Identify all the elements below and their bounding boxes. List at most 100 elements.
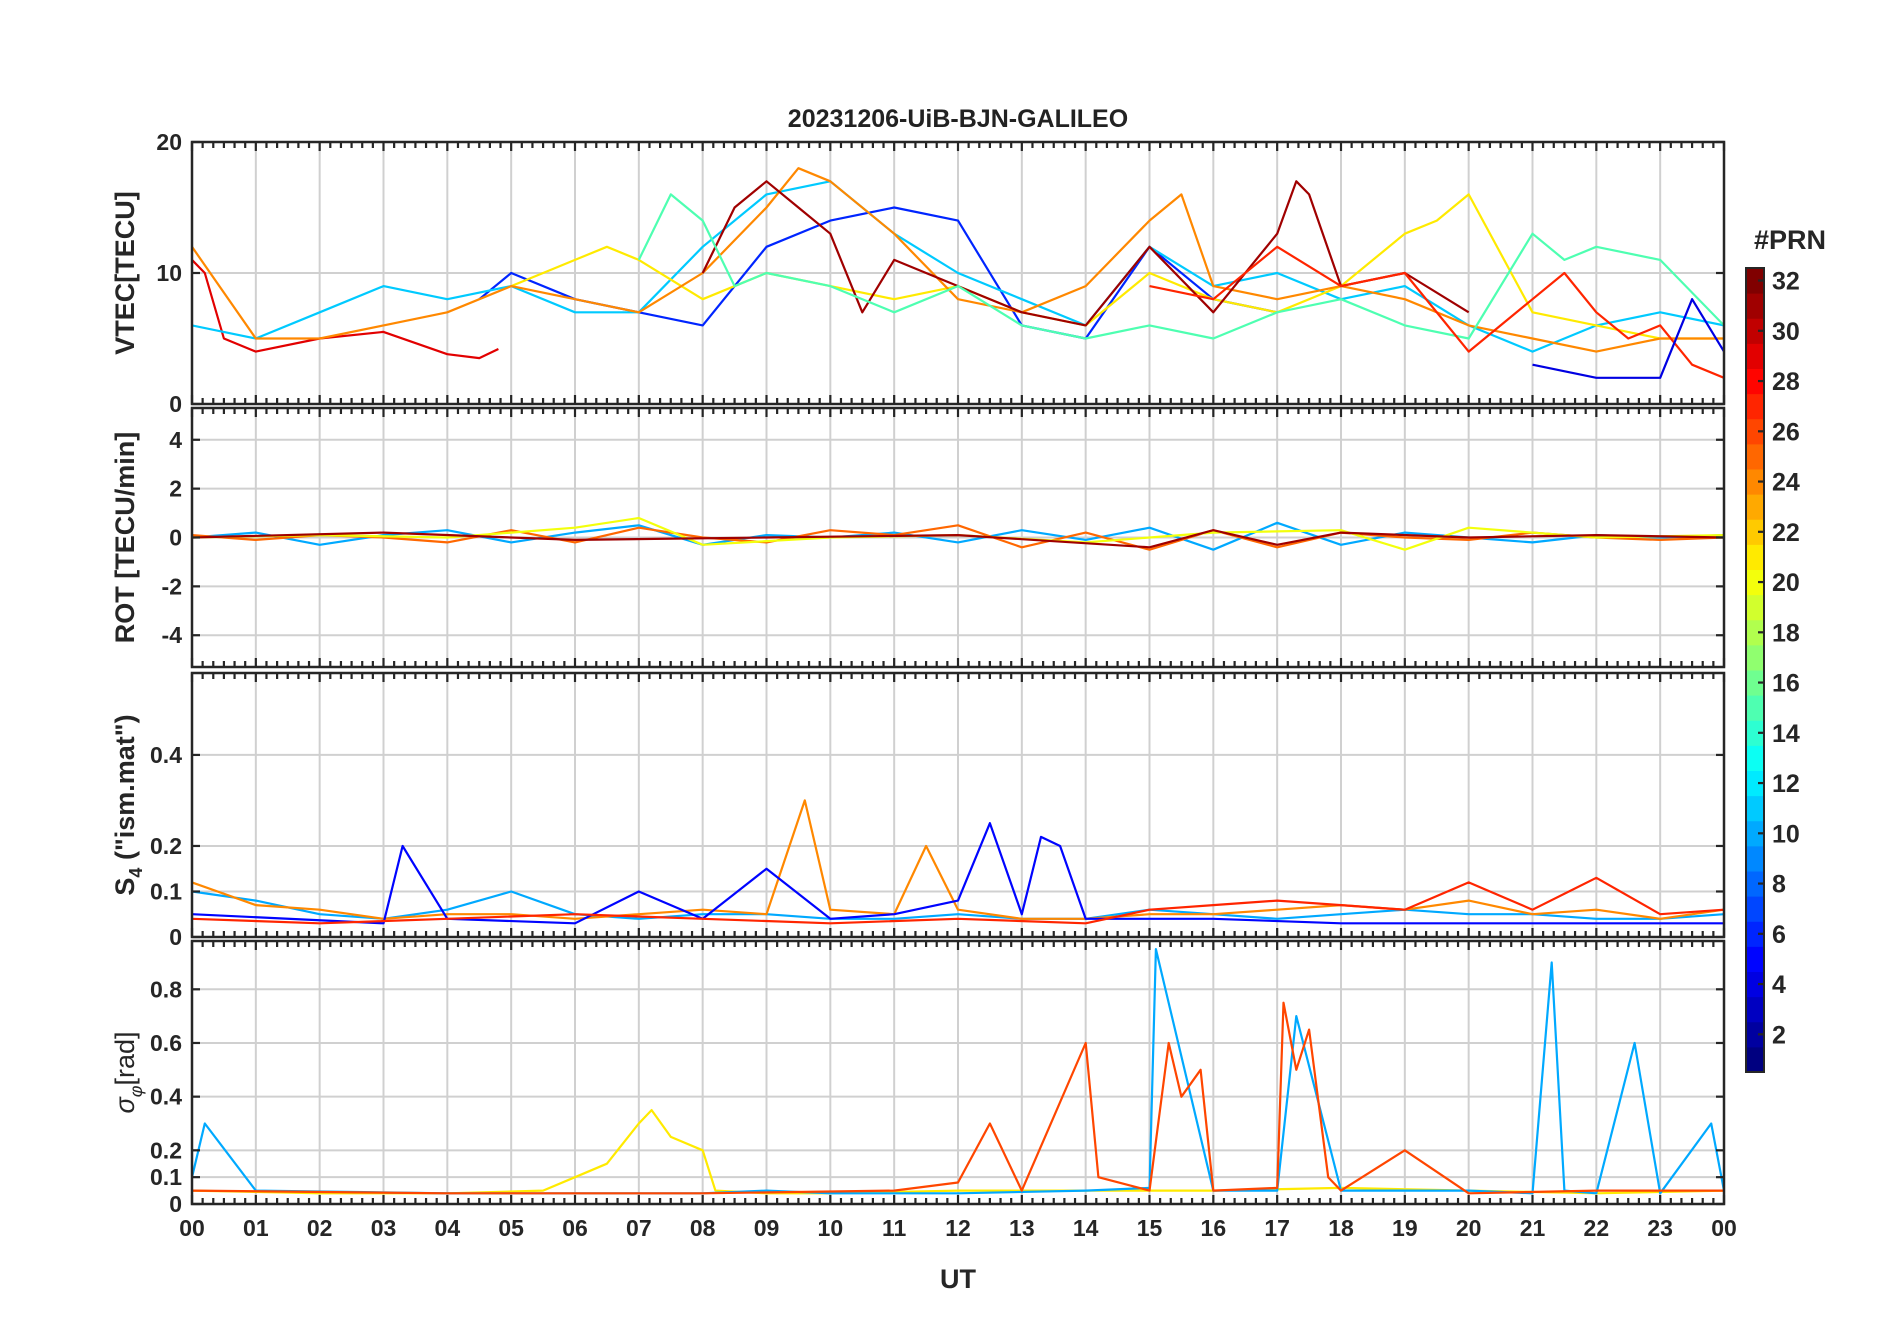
series-line-prn-26: [192, 1001, 1724, 1195]
series-line-prn-5: [192, 822, 1724, 925]
y-tick-label: 0.4: [150, 1084, 182, 1110]
colorbar-label: #PRN: [1754, 225, 1826, 255]
y-tick-label: 0: [169, 1191, 182, 1217]
series-line-prn-25: [192, 524, 1724, 551]
series-line-prn-24: [192, 799, 1724, 920]
colorbar-segment: [1746, 695, 1764, 721]
colorbar-segment: [1746, 795, 1764, 822]
y-tick-label: 0.1: [150, 1164, 182, 1190]
series-line-prn-21: [192, 1108, 1724, 1195]
colorbar-segment: [1746, 1046, 1764, 1073]
colorbar-segment: [1746, 921, 1764, 947]
colorbar-segment: [1746, 670, 1764, 696]
x-tick-label: 23: [1647, 1215, 1673, 1241]
y-tick-label: 0: [169, 391, 182, 417]
colorbar-segment: [1746, 896, 1764, 922]
colorbar-frame: [1745, 267, 1765, 1073]
y-axis-label-s4: S4 ("ism.mat"): [110, 714, 146, 895]
colorbar-segment: [1746, 268, 1764, 294]
colorbar-tick-label: 32: [1772, 268, 1800, 296]
y-tick-label: -4: [162, 622, 183, 648]
colorbar-tick-label: 28: [1772, 368, 1800, 396]
panel-rot: -4 -2 0 2 4 ROT [TECU/min]: [110, 406, 1726, 669]
series-line-prn-4: [1532, 298, 1724, 379]
colorbar-segment: [1746, 770, 1764, 797]
x-tick-label: 09: [754, 1215, 780, 1241]
colorbar-tick-label: 20: [1772, 569, 1800, 597]
panel-vtec: 0 10 20 VTEC[TECU]: [110, 129, 1726, 417]
colorbar-tick-label: 14: [1772, 720, 1800, 748]
colorbar-tick-label: 24: [1772, 469, 1800, 497]
y-tick-label: 0.2: [150, 833, 182, 859]
colorbar-segment: [1746, 594, 1764, 621]
colorbar-segment: [1746, 343, 1764, 369]
y-tick-label: 0.2: [150, 1137, 182, 1163]
series-group: [192, 799, 1724, 925]
y-tick-label: 0.4: [150, 742, 182, 768]
series-line-prn-21: [510, 193, 1724, 340]
x-tick-label: 21: [1520, 1215, 1546, 1241]
y-tick-label: 0.6: [150, 1030, 182, 1056]
colorbar-segment: [1746, 946, 1764, 972]
y-tick-label: 0: [169, 924, 182, 950]
colorbar-segment: [1746, 1021, 1764, 1048]
series-line-prn-31: [701, 180, 1470, 327]
colorbar-tick-label: 2: [1772, 1021, 1786, 1049]
colorbar-segment: [1746, 871, 1764, 897]
series-group: [192, 947, 1724, 1195]
x-tick-label: 18: [1328, 1215, 1354, 1241]
colorbar-segment: [1746, 469, 1764, 495]
x-tick-label: 06: [562, 1215, 588, 1241]
colorbar-segment: [1746, 418, 1764, 445]
y-tick-label: 10: [156, 260, 182, 286]
x-tick-label: 02: [307, 1215, 333, 1241]
colorbar-segment: [1746, 644, 1764, 671]
x-tick-label: 22: [1584, 1215, 1610, 1241]
x-tick-label: 01: [243, 1215, 269, 1241]
series-line-prn-27: [192, 876, 1724, 925]
colorbar-segment: [1746, 393, 1764, 420]
x-tick-label: 03: [371, 1215, 397, 1241]
x-tick-label: 12: [945, 1215, 971, 1241]
panel-sigma: 00.10.2 0.4 0.6 0.8 σφ[rad]: [110, 939, 1726, 1217]
series-line-prn-10: [192, 890, 1724, 920]
colorbar-segment: [1746, 971, 1764, 998]
series-line-prn-15: [637, 193, 1724, 340]
colorbar-segment: [1746, 619, 1764, 646]
y-axis-label-vtec: VTEC[TECU]: [110, 191, 140, 355]
colorbar-segment: [1746, 845, 1764, 872]
colorbar-segment: [1746, 293, 1764, 319]
x-tick-label: 20: [1456, 1215, 1482, 1241]
x-tick-label: 19: [1392, 1215, 1418, 1241]
colorbar-segment: [1746, 519, 1764, 545]
y-axis-label-rot: ROT [TECU/min]: [110, 432, 140, 643]
y-tick-label: 0.8: [150, 976, 182, 1002]
colorbar-segment: [1746, 820, 1764, 847]
colorbar-segment: [1746, 544, 1764, 570]
colorbar-segment: [1746, 569, 1764, 596]
x-tick-label: 17: [1264, 1215, 1290, 1241]
colorbar-segment: [1746, 720, 1764, 746]
x-tick-label: 11: [882, 1215, 907, 1241]
y-tick-label: 0: [169, 525, 182, 551]
x-tick-label: 10: [818, 1215, 844, 1241]
colorbar-segment: [1746, 745, 1764, 771]
y-tick-label: 4: [169, 427, 182, 453]
x-tick-label: 05: [498, 1215, 524, 1241]
y-tick-label: 20: [156, 129, 182, 155]
x-tick-label: 16: [1201, 1215, 1227, 1241]
colorbar-tick-label: 6: [1772, 921, 1786, 949]
x-tick-label: 13: [1009, 1215, 1035, 1241]
series-group: [192, 516, 1724, 551]
x-tick-label: 00: [179, 1215, 205, 1241]
colorbar-tick-label: 26: [1772, 418, 1800, 446]
colorbar-segment: [1746, 996, 1764, 1023]
x-tick-label: 14: [1073, 1215, 1099, 1241]
series-line-prn-24: [192, 167, 1724, 353]
y-tick-label: -2: [162, 573, 182, 599]
series-group: [192, 167, 1724, 379]
colorbar-tick-label: 4: [1772, 971, 1786, 999]
